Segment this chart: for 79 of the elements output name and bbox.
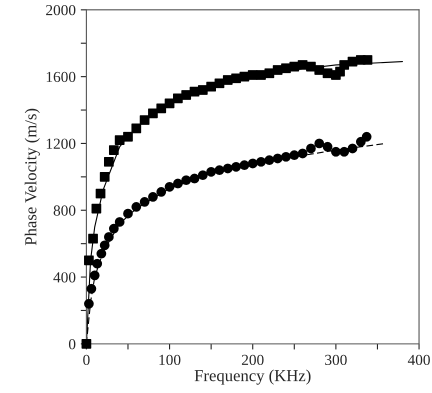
point xyxy=(173,178,183,188)
point xyxy=(114,217,125,227)
y-tick-label: 400 xyxy=(53,272,76,283)
point xyxy=(256,156,266,167)
point xyxy=(231,162,241,172)
point xyxy=(264,155,274,166)
point xyxy=(272,154,283,164)
point xyxy=(164,98,174,108)
point xyxy=(123,132,133,142)
point xyxy=(148,192,158,202)
point xyxy=(240,72,250,82)
point xyxy=(240,160,250,170)
point xyxy=(156,187,166,197)
point xyxy=(356,136,366,147)
point xyxy=(100,172,110,182)
point xyxy=(289,150,300,160)
point xyxy=(248,158,258,168)
point xyxy=(104,156,114,167)
y-tick-label: 800 xyxy=(54,205,76,216)
point xyxy=(214,165,224,176)
y-tick-label: 2000 xyxy=(46,4,76,16)
point xyxy=(173,93,183,104)
point xyxy=(314,65,324,75)
point xyxy=(222,164,233,174)
point xyxy=(181,175,192,186)
x-tick-label: 100 xyxy=(159,354,180,366)
point xyxy=(82,339,92,349)
point xyxy=(140,197,150,207)
x-tick-label: 200 xyxy=(242,354,264,366)
point xyxy=(322,142,332,152)
point xyxy=(108,224,119,234)
point xyxy=(190,174,200,184)
y-tick-label: 1200 xyxy=(46,138,76,149)
point xyxy=(148,108,158,118)
point xyxy=(108,145,119,155)
y-tick-label: 0 xyxy=(68,339,76,350)
point xyxy=(264,68,274,78)
point xyxy=(214,78,224,88)
point xyxy=(131,202,142,212)
point xyxy=(114,135,125,145)
point xyxy=(96,188,106,198)
point xyxy=(140,115,150,125)
x-axis-title: Frequency (KHz) xyxy=(194,370,311,385)
point xyxy=(92,258,102,269)
point xyxy=(339,146,350,157)
point xyxy=(104,232,114,242)
point xyxy=(306,62,316,72)
point xyxy=(362,55,372,65)
point xyxy=(92,204,102,214)
point xyxy=(90,270,100,280)
y-tick-label: 1600 xyxy=(46,72,76,82)
point xyxy=(206,166,216,177)
point xyxy=(164,182,174,192)
point xyxy=(123,208,133,218)
point xyxy=(298,148,308,158)
point xyxy=(198,85,208,95)
point xyxy=(96,248,106,259)
y-axis-title: Phase Velocity (m/s) xyxy=(24,108,40,246)
point xyxy=(339,60,350,70)
x-tick-label: 300 xyxy=(325,354,347,366)
point xyxy=(314,138,324,148)
point xyxy=(348,144,358,154)
point xyxy=(86,284,96,294)
point xyxy=(306,144,316,154)
point xyxy=(156,104,166,114)
x-tick-label: 400 xyxy=(408,354,430,366)
x-tick-label: 0 xyxy=(83,354,90,366)
point xyxy=(198,170,208,180)
point xyxy=(256,70,266,80)
point xyxy=(181,90,192,100)
point xyxy=(348,56,358,66)
point xyxy=(84,256,94,266)
point xyxy=(131,124,142,134)
point xyxy=(100,240,110,250)
point xyxy=(331,146,341,157)
point xyxy=(88,234,98,244)
point xyxy=(362,132,372,142)
point xyxy=(84,298,94,309)
point xyxy=(281,152,291,162)
